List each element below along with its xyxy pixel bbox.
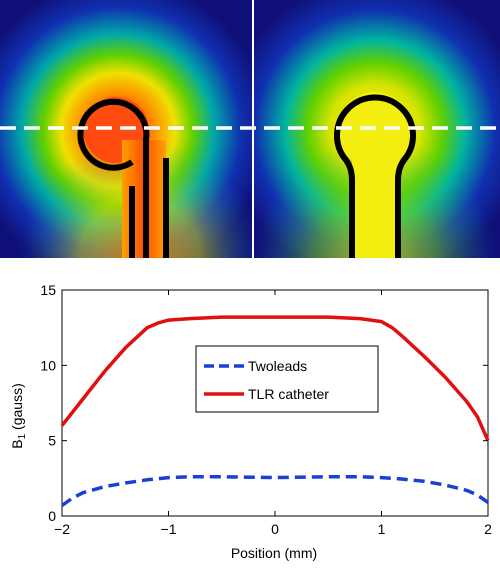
x-axis-label: Position (mm) xyxy=(231,545,317,561)
series-line-twoleads xyxy=(60,475,490,507)
y-tick-label: 0 xyxy=(48,508,56,524)
y-tick-label: 5 xyxy=(48,433,56,449)
tick-layer: −2 −1 0 1 2 0 5 10 15 xyxy=(40,282,492,537)
x-tick-label: −1 xyxy=(161,521,177,537)
y-tick-label: 15 xyxy=(40,282,56,298)
series-line-tlr-catheter xyxy=(60,315,490,442)
legend-label-twoleads: Twoleads xyxy=(248,358,307,374)
legend-box xyxy=(195,345,379,413)
series-layer xyxy=(60,315,490,507)
legend-label-tlr: TLR catheter xyxy=(248,386,329,402)
y-axis-label: B1 (gauss) xyxy=(9,383,28,448)
x-tick-label: 2 xyxy=(484,521,492,537)
b1-profile-chart: −2 −1 0 1 2 0 5 10 15 Twoleads TLR catheter Posi… xyxy=(9,282,492,561)
legend: Twoleads TLR catheter xyxy=(195,345,379,413)
field-maps xyxy=(0,0,500,258)
x-tick-label: 0 xyxy=(271,521,279,537)
x-tick-label: 1 xyxy=(378,521,386,537)
y-tick-label: 10 xyxy=(40,357,56,373)
x-tick-label: −2 xyxy=(54,521,70,537)
